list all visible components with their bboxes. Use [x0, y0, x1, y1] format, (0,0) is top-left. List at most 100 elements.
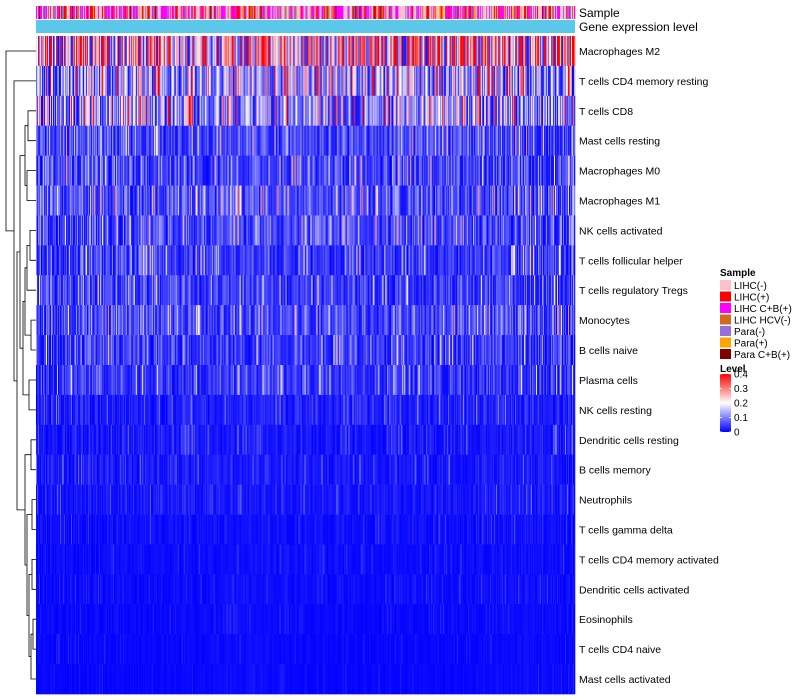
heatmap-cell: [156, 65, 159, 97]
heatmap-cell: [268, 185, 270, 216]
heatmap-cell: [168, 245, 171, 276]
heatmap-cell: [251, 125, 253, 156]
heatmap-cell: [543, 125, 545, 156]
heatmap-cell: [462, 155, 464, 186]
sample-annotation-cell: [151, 6, 154, 19]
heatmap-cell: [102, 185, 105, 216]
heatmap-cell: [308, 36, 310, 67]
sample-annotation-cell: [526, 6, 528, 19]
heatmap-cell: [488, 155, 490, 186]
heatmap-cell: [496, 215, 498, 246]
heatmap-cell: [322, 155, 324, 186]
heatmap-cell: [128, 125, 131, 156]
heatmap-cell: [567, 125, 569, 156]
heatmap-cell: [137, 95, 140, 127]
heatmap-cell: [476, 125, 478, 156]
heatmap-cell: [209, 125, 211, 156]
heatmap-cell: [304, 215, 306, 246]
heatmap-cell: [275, 215, 277, 246]
heatmap-cell: [438, 245, 440, 276]
heatmap-cell: [302, 155, 304, 186]
heatmap-cell: [313, 185, 315, 216]
heatmap-cell: [204, 245, 206, 276]
heatmap-cell: [159, 95, 162, 127]
heatmap-cell: [213, 36, 215, 67]
heatmap-cell: [323, 95, 325, 127]
heatmap-cell: [369, 185, 371, 216]
heatmap-cell: [373, 65, 375, 97]
sample-annotation-cell: [515, 6, 517, 19]
heatmap-cell: [455, 155, 457, 186]
heatmap-cell: [462, 36, 464, 67]
heatmap-cell: [58, 245, 61, 276]
heatmap-cell: [282, 125, 284, 156]
heatmap-cell: [272, 95, 274, 127]
heatmap-cell: [199, 245, 201, 276]
heatmap-cell: [294, 155, 296, 186]
heatmap-cell: [214, 125, 216, 156]
heatmap-cell: [241, 215, 243, 246]
heatmap-cell: [204, 215, 206, 246]
heatmap-cell: [195, 185, 197, 216]
heatmap-cell: [440, 95, 442, 127]
heatmap-cell: [72, 185, 75, 216]
heatmap-cell: [377, 65, 379, 97]
sample-annotation-cell: [217, 6, 219, 19]
heatmap-cell: [296, 36, 298, 67]
heatmap-cell: [82, 215, 85, 246]
heatmap-cell: [55, 215, 58, 246]
heatmap-cell: [147, 125, 150, 156]
heatmap-cell: [249, 185, 251, 216]
heatmap-cell: [109, 36, 112, 67]
heatmap-cell: [427, 95, 429, 127]
heatmap-cell: [535, 245, 537, 276]
heatmap-cell: [328, 245, 330, 276]
heatmap-cell: [207, 245, 209, 276]
heatmap-cell: [358, 125, 360, 156]
heatmap-cell: [395, 36, 397, 67]
heatmap-cell: [406, 155, 408, 186]
heatmap-cell: [80, 36, 83, 67]
heatmap-cell: [279, 65, 281, 97]
heatmap-cell: [385, 245, 387, 276]
sample-annotation-cell: [550, 6, 552, 19]
heatmap-cell: [301, 125, 303, 156]
heatmap-cell: [178, 95, 181, 127]
heatmap-cell: [324, 65, 326, 97]
heatmap-cell: [223, 185, 225, 216]
heatmap-cell: [76, 36, 79, 67]
heatmap-cell: [393, 215, 395, 246]
sample-annotation-cell: [355, 6, 357, 19]
heatmap-cell: [101, 185, 104, 216]
heatmap-cell: [94, 245, 97, 276]
heatmap-cell: [493, 245, 495, 276]
heatmap-cell: [406, 65, 408, 97]
heatmap-cell: [284, 36, 286, 67]
heatmap-cell: [74, 155, 77, 186]
heatmap-cell: [213, 245, 215, 276]
heatmap-cell: [177, 95, 180, 127]
heatmap-cell: [404, 65, 406, 97]
heatmap-cell: [443, 185, 445, 216]
heatmap-cell: [187, 125, 190, 156]
heatmap-cell: [370, 215, 372, 246]
heatmap-cell: [163, 65, 166, 97]
heatmap-cell: [71, 65, 74, 97]
heatmap-cell: [147, 275, 150, 306]
heatmap-cell: [233, 65, 235, 97]
heatmap-cell: [82, 155, 85, 186]
heatmap-cell: [422, 125, 424, 156]
heatmap-cell: [45, 215, 48, 246]
heatmap-cell: [538, 245, 540, 276]
heatmap-cell: [348, 125, 350, 156]
heatmap-cell: [306, 95, 308, 127]
heatmap-cell: [517, 65, 519, 97]
heatmap-cell: [85, 245, 88, 276]
heatmap-cell: [438, 185, 440, 216]
heatmap-cell: [386, 125, 388, 156]
heatmap-cell: [114, 65, 117, 97]
heatmap-cell: [279, 215, 281, 246]
heatmap-cell: [389, 125, 391, 156]
heatmap-cell: [139, 36, 142, 67]
heatmap-cell: [102, 125, 105, 156]
